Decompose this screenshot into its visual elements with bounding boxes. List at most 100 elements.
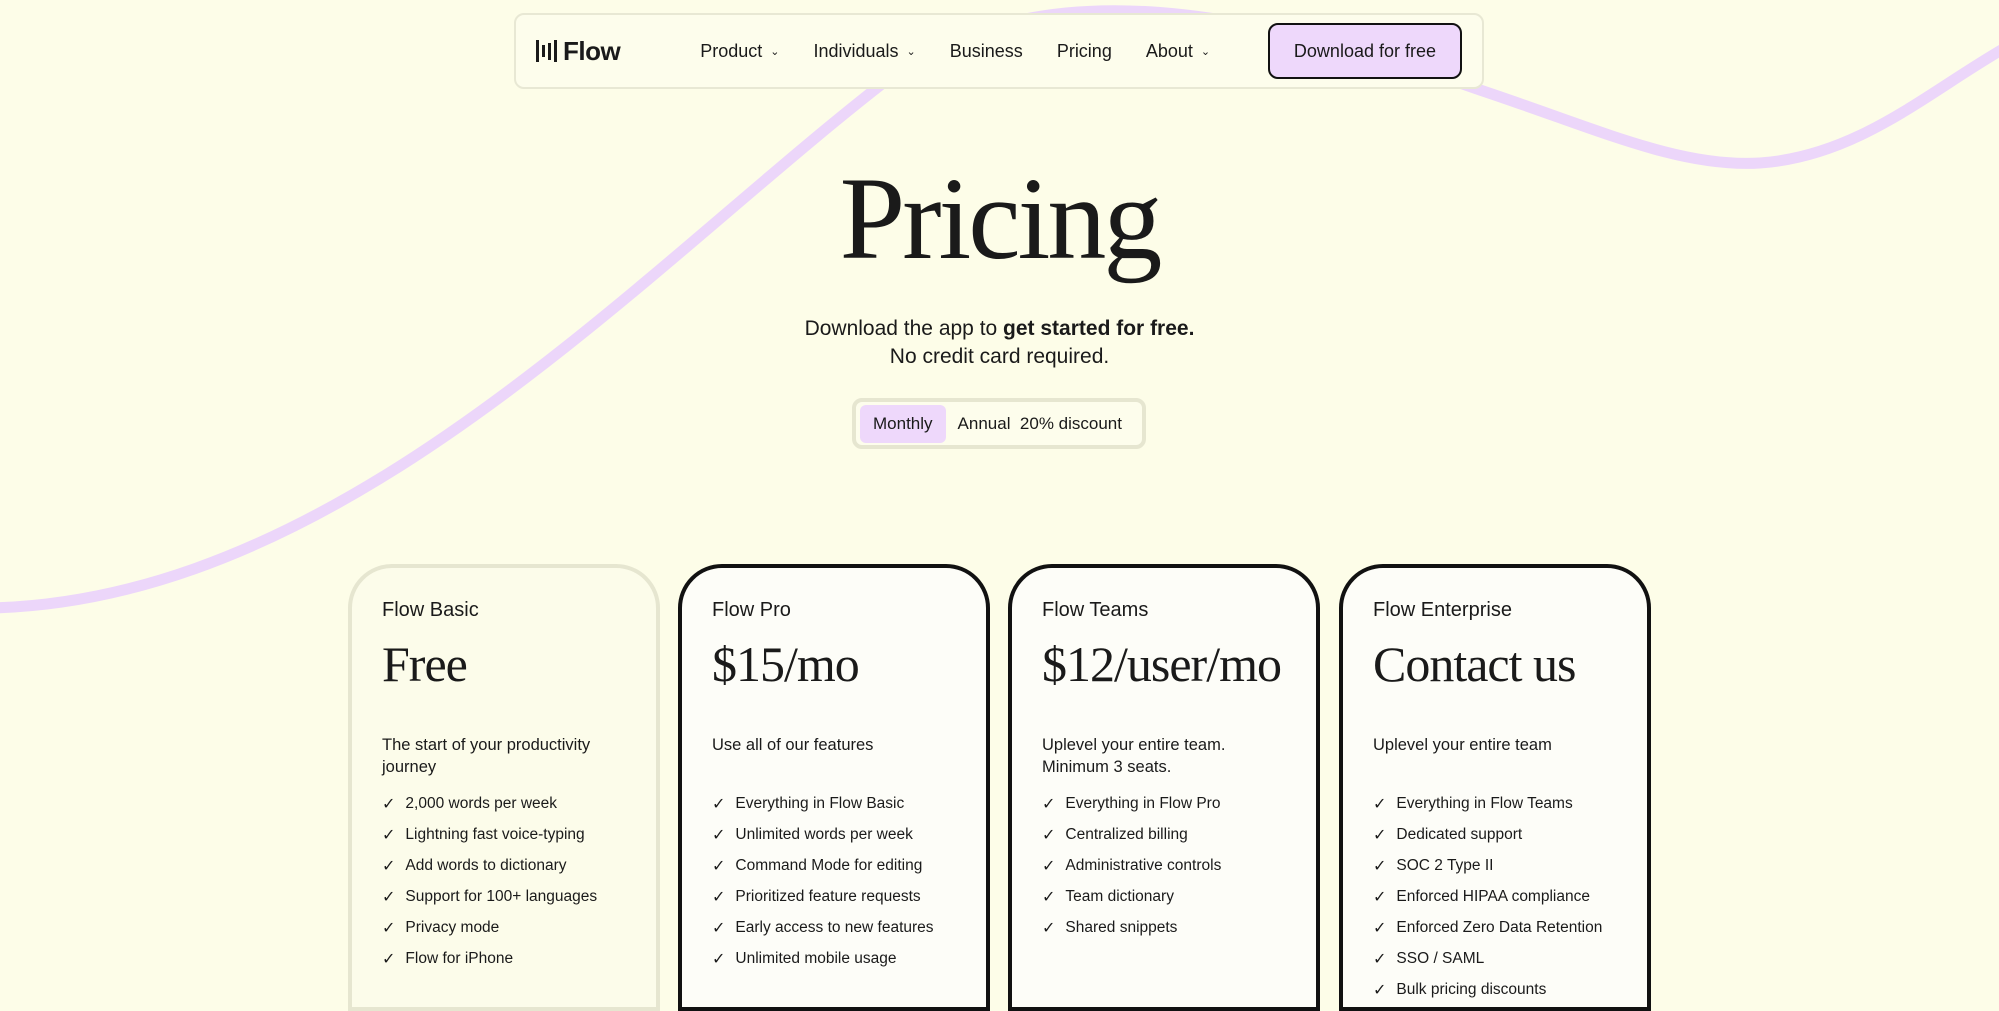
plan-description: Uplevel your entire team <box>1373 736 1552 754</box>
feature-item: ✓ 2,000 words per week <box>382 788 626 819</box>
feature-item: ✓ Team dictionary <box>1042 881 1286 912</box>
feature-text: 2,000 words per week <box>405 794 558 812</box>
feature-text: Unlimited words per week <box>735 825 913 843</box>
feature-item: ✓ Enforced Zero Data Retention <box>1373 912 1617 943</box>
nav-item-business[interactable]: Business <box>950 41 1023 62</box>
feature-list: ✓ Everything in Flow Pro ✓ Centralized bill… <box>1042 788 1286 943</box>
plan-price: $15/mo <box>712 636 860 692</box>
feature-text: Privacy mode <box>405 918 500 936</box>
top-nav: Flow Product ⌄ Individuals ⌄ Business Pricing… <box>514 13 1484 89</box>
check-icon: ✓ <box>382 826 396 844</box>
nav-item-about[interactable]: About ⌄ <box>1146 41 1210 62</box>
feature-item: ✓ Lightning fast voice-typing <box>382 819 626 850</box>
feature-text: Command Mode for editing <box>735 856 923 874</box>
check-icon: ✓ <box>1042 795 1056 813</box>
feature-item: ✓ Dedicated support <box>1373 819 1617 850</box>
subtitle-bold: get started for free. <box>1003 317 1195 340</box>
nav-item-label: About <box>1145 40 1193 61</box>
toggle-monthly[interactable]: Monthly <box>860 404 946 443</box>
feature-item: ✓ Everything in Flow Pro <box>1042 788 1286 819</box>
plan-price: Contact us <box>1373 636 1576 692</box>
plan-name: Flow Enterprise <box>1373 599 1512 621</box>
check-icon: ✓ <box>382 950 396 968</box>
feature-text: Shared snippets <box>1065 918 1178 936</box>
check-icon: ✓ <box>1042 857 1056 875</box>
plan-card-flow-teams: Flow Teams $12/user/mo Uplevel your entire… <box>1008 564 1320 1011</box>
nav-item-label: Product <box>700 40 763 61</box>
billing-toggle: Monthly Annual 20% discount <box>852 398 1146 449</box>
annual-label: Annual <box>957 413 1011 433</box>
feature-text: Early access to new features <box>735 918 934 936</box>
plan-name: Flow Basic <box>382 599 479 621</box>
feature-text: Dedicated support <box>1396 825 1523 843</box>
nav-item-pricing[interactable]: Pricing <box>1057 41 1112 62</box>
feature-text: Add words to dictionary <box>405 856 567 874</box>
feature-item: ✓ Enforced HIPAA compliance <box>1373 881 1617 912</box>
feature-text: Enforced Zero Data Retention <box>1396 918 1603 936</box>
check-icon: ✓ <box>1042 826 1056 844</box>
plan-description: Uplevel your entire team. Minimum 3 seat… <box>1042 736 1226 776</box>
feature-text: SOC 2 Type II <box>1396 856 1494 874</box>
plan-name: Flow Teams <box>1042 599 1149 621</box>
feature-item: ✓ Early access to new features <box>712 912 956 943</box>
page-title: Pricing <box>839 153 1163 284</box>
feature-item: ✓ Shared snippets <box>1042 912 1286 943</box>
feature-item: ✓ Bulk pricing discounts <box>1373 974 1617 1005</box>
feature-text: Everything in Flow Pro <box>1065 794 1221 812</box>
subtitle-text: Download the app to <box>804 317 1004 340</box>
feature-item: ✓ Prioritized feature requests <box>712 881 956 912</box>
logo[interactable]: Flow <box>536 35 621 67</box>
check-icon: ✓ <box>382 795 396 813</box>
nav-item-label: Individuals <box>813 40 899 61</box>
feature-text: SSO / SAML <box>1396 949 1485 967</box>
nav-item-product[interactable]: Product ⌄ <box>700 41 779 62</box>
check-icon: ✓ <box>382 919 396 937</box>
discount-label: 20% discount <box>1019 413 1122 433</box>
logo-text: Flow <box>563 35 621 66</box>
check-icon: ✓ <box>1373 826 1387 844</box>
check-icon: ✓ <box>712 826 726 844</box>
feature-item: ✓ Everything in Flow Basic <box>712 788 956 819</box>
check-icon: ✓ <box>712 919 726 937</box>
check-icon: ✓ <box>1373 950 1387 968</box>
feature-text: Unlimited mobile usage <box>735 949 897 967</box>
subtitle-line2: No credit card required. <box>889 345 1110 368</box>
nav-item-individuals[interactable]: Individuals ⌄ <box>813 41 915 62</box>
sound-bars-icon <box>536 39 557 63</box>
check-icon: ✓ <box>1373 857 1387 875</box>
feature-item: ✓ Flow for iPhone <box>382 943 626 974</box>
feature-item: ✓ SSO / SAML <box>1373 943 1617 974</box>
feature-text: Support for 100+ languages <box>405 887 598 905</box>
plan-card-flow-enterprise: Flow Enterprise Contact us Uplevel your en… <box>1339 564 1651 1011</box>
chevron-down-icon: ⌄ <box>906 45 916 58</box>
nav-item-label: Pricing <box>1056 40 1112 61</box>
plan-name: Flow Pro <box>712 599 791 621</box>
feature-list: ✓ 2,000 words per week ✓ Lightning fast voi… <box>382 788 626 974</box>
check-icon: ✓ <box>712 857 726 875</box>
feature-item: ✓ Administrative controls <box>1042 850 1286 881</box>
download-button[interactable]: Download for free <box>1267 23 1462 79</box>
check-icon: ✓ <box>712 888 726 906</box>
toggle-annual[interactable]: Annual 20% discount <box>946 414 1134 434</box>
plan-description: Use all of our features <box>712 736 874 754</box>
feature-item: ✓ SOC 2 Type II <box>1373 850 1617 881</box>
feature-item: ✓ Support for 100+ languages <box>382 881 626 912</box>
nav-item-label: Business <box>949 40 1023 61</box>
feature-text: Enforced HIPAA compliance <box>1396 887 1590 905</box>
plan-card-flow-pro: Flow Pro $15/mo Use all of our features ✓ Ev… <box>678 564 990 1011</box>
feature-item: ✓ Unlimited words per week <box>712 819 956 850</box>
feature-item: ✓ Centralized billing <box>1042 819 1286 850</box>
feature-list: ✓ Everything in Flow Basic ✓ Unlimited word… <box>712 788 956 974</box>
plan-price: Free <box>382 636 468 692</box>
check-icon: ✓ <box>382 888 396 906</box>
check-icon: ✓ <box>712 950 726 968</box>
chevron-down-icon: ⌄ <box>770 45 780 58</box>
feature-list: ✓ Everything in Flow Teams ✓ Dedicated supp… <box>1373 788 1617 1005</box>
feature-text: Centralized billing <box>1065 825 1188 843</box>
check-icon: ✓ <box>1042 888 1056 906</box>
feature-text: Flow for iPhone <box>405 949 514 967</box>
feature-text: Everything in Flow Basic <box>735 794 905 812</box>
feature-text: Bulk pricing discounts <box>1396 980 1547 998</box>
feature-text: Team dictionary <box>1065 887 1174 905</box>
feature-text: Lightning fast voice-typing <box>405 825 585 843</box>
